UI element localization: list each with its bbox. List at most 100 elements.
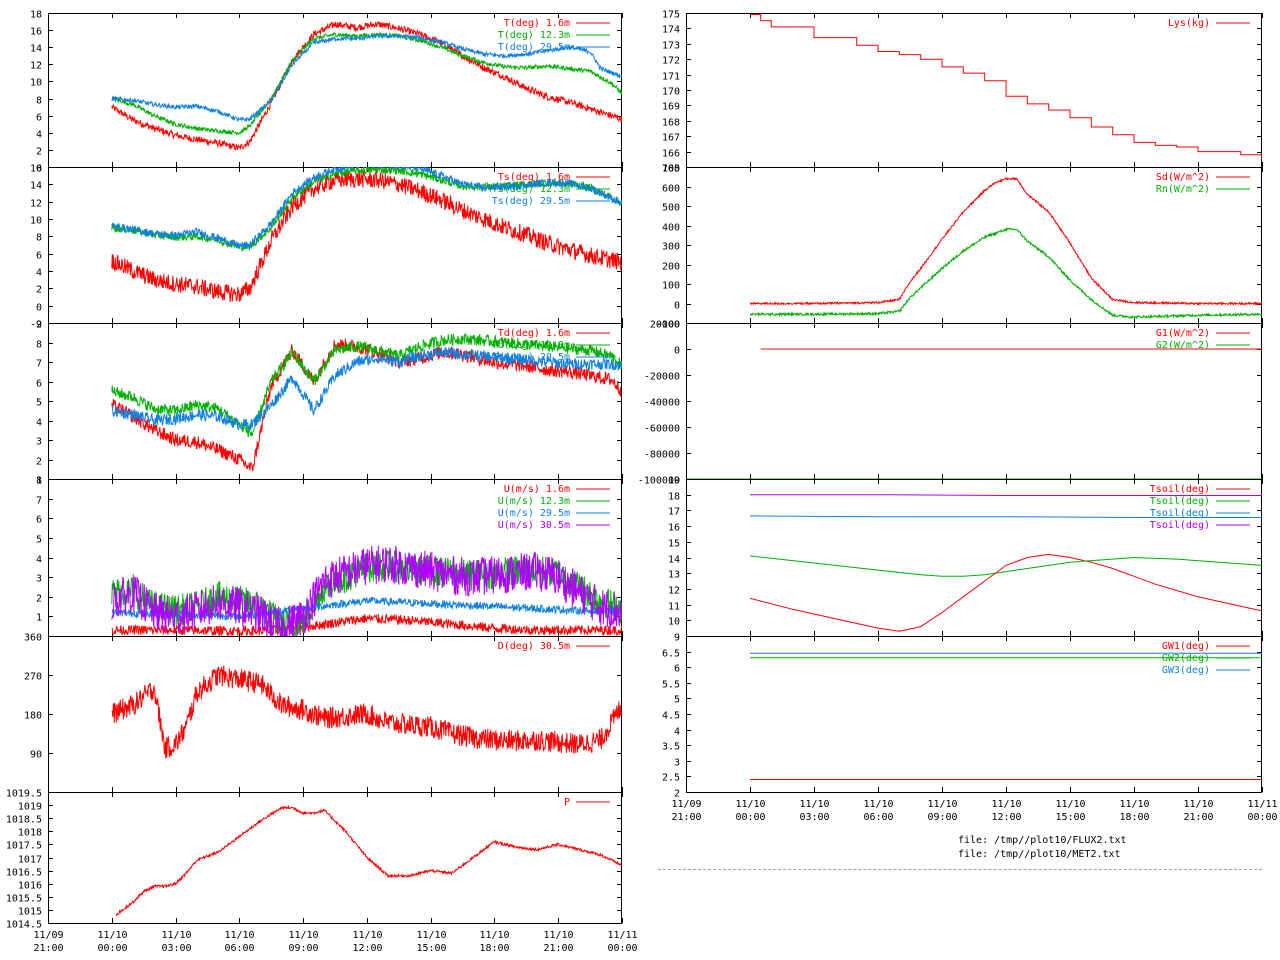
y-tick-label: 168 xyxy=(662,118,680,129)
y-tick-label: 1015.5 xyxy=(6,894,42,905)
x-tick-label-time: 06:00 xyxy=(863,812,893,823)
y-tick-label: 1018.5 xyxy=(6,815,42,826)
y-tick-label: 200 xyxy=(662,262,680,273)
x-tick-label-date: 11/10 xyxy=(479,930,509,941)
file-list: file: /tmp//plot10/FLUX2.txt file: /tmp/… xyxy=(958,834,1127,862)
y-tick-label: 1015 xyxy=(18,907,42,918)
y-tick-label: 15 xyxy=(668,539,680,550)
y-tick-label: 14 xyxy=(30,44,42,55)
panel-soil_temp: 910111213141516171819Tsoil(deg)Tsoil(deg… xyxy=(668,476,1263,644)
y-tick-label: 400 xyxy=(662,223,680,234)
legend-label: U(m/s) 30.5m xyxy=(498,520,570,531)
panel-air_temp: 0 2 4 6 8 10 12 14 16 18 T(deg) 1.6mT(deg) 12.3mT(… xyxy=(30,10,623,175)
y-tick-label: 16 xyxy=(30,27,42,38)
x-tick-label-time: 18:00 xyxy=(479,943,509,954)
y-tick-label: 19 xyxy=(668,476,680,487)
series-line xyxy=(111,665,622,759)
y-tick-label: 4 xyxy=(36,268,42,279)
x-tick-label-time: 03:00 xyxy=(799,812,829,823)
x-tick-label-time: 21:00 xyxy=(1183,812,1213,823)
x-tick-label-time: 21:00 xyxy=(543,943,573,954)
y-tick-label: 6 xyxy=(674,664,680,675)
y-tick-label: -20000 xyxy=(644,372,680,383)
panel-pressure: 1014.5 1015 1015.5 1016 1016.5 1017 1017.5 1018… xyxy=(6,789,638,955)
y-tick-label: 165 xyxy=(662,164,680,175)
y-tick-label: 169 xyxy=(662,102,680,113)
y-tick-label: 1019 xyxy=(18,802,42,813)
legend-label: Ts(deg) 29.5m xyxy=(492,196,570,207)
x-tick-label-time: 12:00 xyxy=(352,943,382,954)
series-line xyxy=(111,170,622,302)
series-line xyxy=(749,226,1262,320)
legend-label: Td(deg) 12.3m xyxy=(492,340,570,351)
x-tick-label-date: 11/10 xyxy=(991,799,1021,810)
y-tick-label: -80000 xyxy=(644,450,680,461)
y-tick-label: 360 xyxy=(24,633,42,644)
y-tick-label: 2 xyxy=(674,789,680,800)
x-tick-label-date: 11/10 xyxy=(799,799,829,810)
y-tick-label: 2 xyxy=(36,285,42,296)
series-line xyxy=(111,545,622,636)
y-tick-label: 166 xyxy=(662,149,680,160)
y-tick-label: 1016 xyxy=(18,881,42,892)
series-line xyxy=(750,494,1262,496)
y-tick-label: 0 xyxy=(36,164,42,175)
y-tick-label: 10 xyxy=(668,617,680,628)
x-tick-label-time: 21:00 xyxy=(671,812,701,823)
plot-frame xyxy=(48,792,622,924)
y-tick-label: 1019.5 xyxy=(6,789,42,800)
y-tick-label: 1 xyxy=(36,613,42,624)
y-tick-label: 2 xyxy=(36,594,42,605)
y-tick-label: 300 xyxy=(662,242,680,253)
legend-label: Ts(deg) 12.3m xyxy=(492,184,570,195)
plot-frame xyxy=(686,13,1262,168)
legend-label: U(m/s) 1.6m xyxy=(504,484,570,495)
legend-label: Td(deg) 1.6m xyxy=(498,328,570,339)
y-tick-label: -100000 xyxy=(638,476,680,487)
y-tick-label: 11 xyxy=(668,602,680,613)
y-tick-label: 14 xyxy=(668,555,680,566)
legend-label: P xyxy=(564,797,570,808)
y-tick-label: 500 xyxy=(662,203,680,214)
y-tick-label: 171 xyxy=(662,72,680,83)
x-tick-label-date: 11/10 xyxy=(735,799,765,810)
y-tick-label: -60000 xyxy=(644,424,680,435)
y-tick-label: 12 xyxy=(668,586,680,597)
legend-label: GW3(deg) xyxy=(1162,665,1210,676)
y-tick-label: 90 xyxy=(30,750,42,761)
legend-label: Rn(W/m^2) xyxy=(1156,184,1210,195)
x-tick-label-time: 03:00 xyxy=(161,943,191,954)
y-tick-label: 3 xyxy=(674,758,680,769)
x-tick-label-time: 00:00 xyxy=(1247,812,1277,823)
legend-label: Ts(deg) 1.6m xyxy=(498,172,570,183)
panel-wind_speed: 1 2 3 4 5 6 7 8 U(m/s) 1.6mU(m/s) 12.3mU(m/s) 29… xyxy=(36,476,623,637)
legend-label: GW2(deg) xyxy=(1162,653,1210,664)
series-line xyxy=(749,515,1262,518)
y-tick-label: 4 xyxy=(36,130,42,141)
x-tick-label-date: 11/10 xyxy=(97,930,127,941)
y-tick-label: 1018 xyxy=(18,828,42,839)
y-tick-label: 180 xyxy=(24,711,42,722)
y-tick-label: 6 xyxy=(36,515,42,526)
y-tick-label: 17 xyxy=(668,507,680,518)
x-tick-label-date: 11/09 xyxy=(671,799,701,810)
y-tick-label: 3 xyxy=(36,437,42,448)
y-tick-label: -2 xyxy=(30,320,42,331)
panel-ground_flux: -100000 -80000 -60000 -40000 -20000 0 20000 G1(… xyxy=(638,320,1263,487)
y-tick-label: 9 xyxy=(674,633,680,644)
y-tick-label: 14 xyxy=(30,181,42,192)
legend-label: Tsoil(deg) xyxy=(1150,520,1210,531)
y-tick-label: 3 xyxy=(36,574,42,585)
y-tick-label: 600 xyxy=(662,184,680,195)
legend-label: G2(W/m^2) xyxy=(1156,340,1210,351)
y-tick-label: 8 xyxy=(36,233,42,244)
series-line xyxy=(749,553,1262,632)
y-tick-label: 10 xyxy=(30,216,42,227)
legend-label: Td(deg) 29.5m xyxy=(492,352,570,363)
y-tick-label: 172 xyxy=(662,56,680,67)
panel-ground_water: 2 2.5 3 3.5 4 4.5 5 5.5 6 6.5 11/09 21:00 11/10 00:00… xyxy=(662,636,1278,823)
y-tick-label: -40000 xyxy=(644,398,680,409)
file-path-met: file: /tmp//plot10/MET2.txt xyxy=(958,849,1121,860)
y-tick-label: 7 xyxy=(36,359,42,370)
